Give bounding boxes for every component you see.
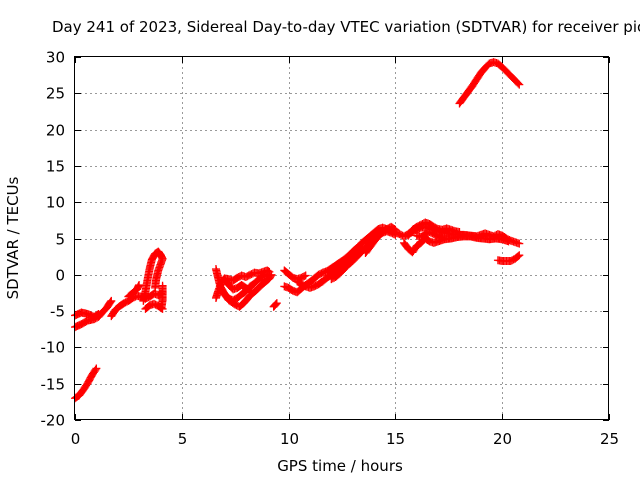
y-tick-label: 10 — [46, 194, 65, 212]
y-tick-label: 25 — [46, 85, 65, 103]
data-point — [414, 222, 423, 231]
data-point — [503, 236, 512, 245]
data-point — [298, 272, 307, 281]
y-tick-label: 20 — [46, 122, 65, 140]
data-point — [81, 317, 90, 326]
data-point — [513, 239, 522, 248]
data-point — [93, 310, 102, 319]
x-axis-label: GPS time / hours — [277, 457, 403, 475]
data-point — [454, 227, 463, 236]
data-point — [92, 311, 101, 320]
data-point — [266, 273, 275, 282]
data-point — [245, 286, 254, 295]
x-tick-label: 25 — [600, 430, 619, 448]
data-point — [270, 301, 279, 310]
plot-frame — [74, 56, 609, 420]
data-point — [436, 233, 445, 242]
data-point — [389, 224, 398, 233]
data-point — [106, 297, 115, 306]
data-point — [134, 282, 143, 291]
data-point — [431, 230, 440, 239]
data-points — [71, 58, 524, 403]
data-point — [514, 79, 523, 88]
data-point — [105, 298, 114, 307]
y-tick-label: -10 — [41, 339, 66, 357]
data-point — [431, 223, 440, 232]
data-point — [427, 228, 435, 237]
data-point — [244, 285, 253, 294]
x-tick-label: 20 — [493, 430, 512, 448]
x-tick-label: 10 — [280, 430, 299, 448]
data-point — [513, 253, 522, 262]
chart-title: Day 241 of 2023, Sidereal Day-to-day VTE… — [52, 18, 640, 36]
y-tick-label: -20 — [41, 412, 66, 430]
data-point — [272, 300, 281, 309]
data-point — [266, 272, 275, 281]
data-point — [226, 283, 235, 292]
data-point — [298, 280, 307, 289]
data-point — [90, 367, 99, 376]
data-point — [157, 302, 166, 311]
data-point — [514, 252, 523, 261]
axis-ticks: 0 5 10 15 20 25 -20 -15 -10 -5 0 5 10 15 20 25 30 — [41, 49, 620, 449]
y-tick-label: -5 — [50, 303, 65, 321]
data-point — [286, 285, 295, 294]
data-point — [423, 235, 432, 244]
data-point — [513, 78, 522, 87]
grid-lines — [75, 57, 609, 420]
data-point — [315, 270, 324, 279]
data-point — [243, 272, 252, 281]
y-tick-label: -15 — [41, 376, 66, 394]
data-point — [91, 365, 100, 374]
y-tick-label: 30 — [46, 49, 65, 67]
data-point — [107, 296, 116, 305]
data-point — [300, 272, 309, 281]
y-tick-label: 15 — [46, 158, 65, 176]
x-tick-label: 0 — [71, 430, 81, 448]
x-tick-label: 5 — [178, 430, 188, 448]
y-tick-label: 0 — [55, 267, 65, 285]
data-point — [151, 282, 160, 291]
data-point — [271, 300, 280, 309]
y-tick-label: 5 — [55, 231, 65, 249]
x-tick-label: 15 — [386, 430, 405, 448]
y-axis-label: SDTVAR / TECUs — [4, 176, 22, 299]
data-point — [247, 270, 256, 279]
data-point — [390, 225, 399, 234]
